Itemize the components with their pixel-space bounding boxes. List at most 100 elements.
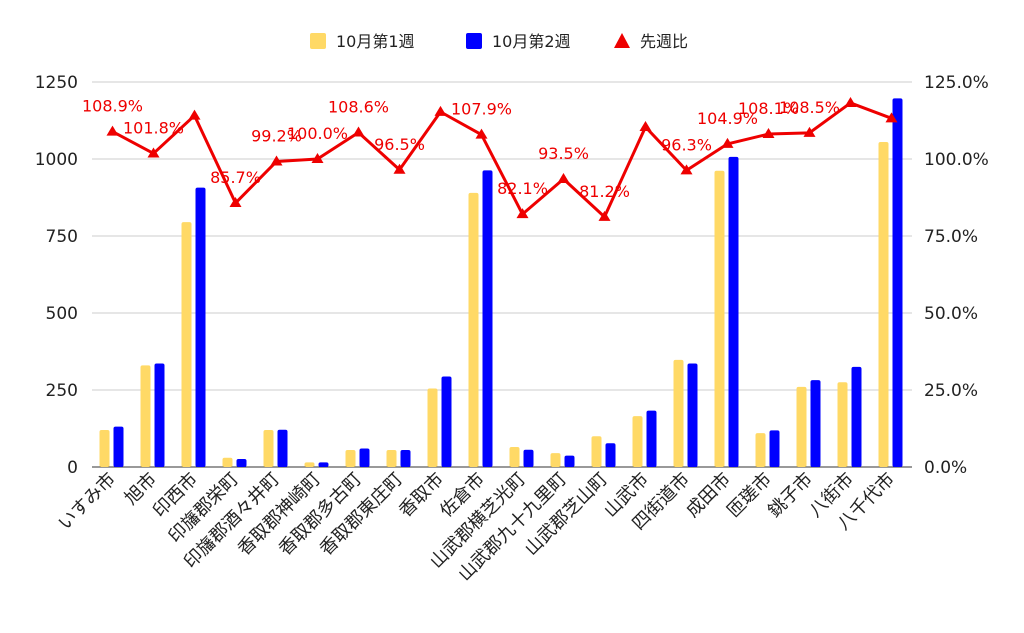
ratio-marker-triangle [352, 126, 365, 137]
bar-week2 [605, 443, 616, 467]
bar-week2 [359, 448, 370, 467]
bar-week2 [277, 429, 288, 467]
ratio-data-label: 96.5% [374, 135, 425, 154]
ratio-data-label: 81.2% [579, 182, 630, 201]
legend-label-ratio: 先週比 [640, 32, 688, 51]
bar-week1 [755, 433, 766, 467]
bar-week2 [318, 462, 329, 467]
ratio-data-label: 99.2% [251, 126, 302, 145]
bar-week1 [632, 416, 643, 467]
bars [99, 98, 903, 468]
bar-week1 [304, 462, 315, 467]
ratio-marker-triangle [885, 112, 898, 123]
bar-week1 [427, 388, 438, 467]
ratio-data-label: 96.3% [661, 135, 712, 154]
ratio-data-label: 93.5% [538, 144, 589, 163]
left-tick-label: 750 [46, 227, 78, 247]
bar-week2 [564, 455, 575, 467]
bar-week2 [769, 430, 780, 467]
legend-label-week1: 10月第1週 [336, 32, 415, 51]
legend: 10月第1週 10月第2週 先週比 [310, 32, 688, 51]
bar-week1 [222, 457, 233, 467]
bar-week1 [591, 436, 602, 467]
ratio-line: 108.9% 101.8% 85.7% 99.2%100.0% 108.6% 96.5% 1… [82, 97, 898, 221]
bar-week2 [851, 366, 862, 467]
left-tick-label: 500 [46, 304, 78, 324]
ratio-marker-triangle [803, 126, 816, 137]
legend-swatch-week2 [466, 33, 482, 49]
bar-week1 [468, 192, 479, 467]
right-tick-label: 75.0% [924, 227, 978, 247]
ratio-marker-triangle [557, 173, 570, 184]
ratio-data-label: 108.1% [738, 99, 799, 118]
bar-week1 [345, 450, 356, 467]
ratio-data-label: 100.0% [287, 124, 348, 143]
bar-week1 [181, 222, 192, 467]
category-labels: いすみ市 旭市印西市印旛郡栄町印旛郡酒々井町香取郡神崎町香取郡多古町香取郡東庄町香… [54, 469, 899, 586]
bar-week1 [140, 365, 151, 467]
left-tick-label: 0 [67, 458, 78, 478]
category-label: 成田市 [682, 469, 735, 522]
bar-week2 [400, 450, 411, 467]
bar-week2 [523, 449, 534, 467]
category-label: いすみ市 [54, 469, 120, 535]
bar-week1 [263, 430, 274, 467]
ratio-marker-triangle [229, 197, 242, 208]
ratio-marker-triangle [434, 105, 447, 116]
ratio-marker-triangle [147, 147, 160, 158]
bar-week2 [687, 363, 698, 467]
bar-week2 [482, 170, 493, 467]
ratio-data-label: 82.1% [497, 179, 548, 198]
ratio-line-path [111, 101, 893, 219]
right-tick-label: 50.0% [924, 304, 978, 324]
bar-week2 [236, 458, 247, 467]
bar-week2 [810, 380, 821, 467]
ratio-marker-triangle [270, 155, 283, 166]
ratio-data-label: 85.7% [210, 168, 261, 187]
right-tick-label: 0.0% [924, 458, 967, 478]
ratio-data-label: 107.9% [451, 100, 512, 119]
bar-week1 [99, 430, 110, 467]
right-tick-label: 125.0% [924, 73, 989, 93]
ratio-marker-triangle [844, 96, 857, 107]
ratio-marker-triangle [516, 208, 529, 219]
category-label: 匝瑳市 [723, 469, 776, 522]
ratio-marker-triangle [106, 125, 119, 136]
bar-week1 [796, 386, 807, 467]
ratio-data-label: 108.9% [82, 97, 143, 116]
ratio-data-label: 108.5% [779, 98, 840, 117]
bar-week2 [646, 410, 657, 467]
bar-week2 [441, 376, 452, 467]
bar-week1 [550, 453, 561, 467]
right-tick-label: 100.0% [924, 150, 989, 170]
ratio-data-label: 108.6% [328, 98, 389, 117]
ratio-marker-triangle [475, 128, 488, 139]
bar-week2 [154, 363, 165, 467]
bar-week1 [673, 359, 684, 467]
left-tick-label: 250 [46, 381, 78, 401]
bar-week1 [878, 142, 889, 467]
ratio-marker-triangle [598, 210, 611, 221]
bar-week2 [195, 187, 206, 468]
legend-label-week2: 10月第2週 [492, 32, 571, 51]
category-label: 香取市 [395, 469, 448, 522]
bar-week1 [837, 382, 848, 467]
ratio-marker-triangle [762, 128, 775, 139]
legend-triangle-icon [614, 33, 630, 48]
ratio-data-label: 101.8% [123, 118, 184, 137]
ratio-marker-triangle [188, 109, 201, 120]
ratio-marker-triangle [393, 163, 406, 174]
ratio-marker-triangle [680, 164, 693, 175]
right-axis: 0.0% 25.0% 50.0% 75.0% 100.0% 125.0% [924, 73, 989, 478]
ratio-marker-triangle [721, 137, 734, 148]
bar-week2 [113, 426, 124, 467]
category-label: 銚子市 [764, 469, 817, 522]
left-tick-label: 1250 [35, 73, 78, 93]
ratio-marker-triangle [639, 120, 652, 131]
bar-week1 [509, 446, 520, 467]
bar-week2 [892, 98, 903, 467]
legend-swatch-week1 [310, 33, 326, 49]
bar-week2 [728, 156, 739, 467]
bar-week1 [386, 450, 397, 467]
